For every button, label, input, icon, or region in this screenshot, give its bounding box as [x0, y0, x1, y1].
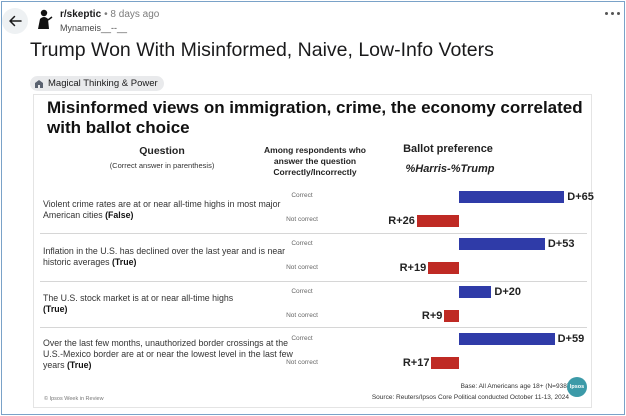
value-not-correct: R+9 — [421, 310, 443, 322]
post-author[interactable]: Mynameis__--__ — [60, 23, 128, 33]
row-divider — [40, 233, 587, 234]
label-not-correct: Not correct — [286, 264, 318, 271]
column-header-respondents: Among respondents who answer the questio… — [264, 145, 366, 177]
flair-label: Magical Thinking & Power — [48, 78, 158, 89]
value-correct: D+65 — [567, 191, 594, 203]
question-text: The U.S. stock market is at or near all-… — [43, 293, 234, 314]
subreddit-name[interactable]: r/skeptic — [60, 9, 102, 20]
bar-not-correct — [428, 262, 459, 274]
value-correct: D+59 — [557, 333, 585, 345]
bar-not-correct — [416, 215, 459, 227]
bar-not-correct — [431, 357, 459, 369]
flair-icon — [35, 79, 43, 88]
label-not-correct: Not correct — [286, 312, 318, 319]
bar-correct — [459, 286, 492, 298]
ipsos-logo: Ipsos — [567, 377, 587, 397]
bar-correct — [459, 238, 545, 250]
question-text: Violent crime rates are at or near all-t… — [43, 199, 281, 220]
label-correct: Correct — [291, 335, 313, 342]
post-flair[interactable]: Magical Thinking & Power — [30, 76, 164, 91]
value-not-correct: R+17 — [402, 357, 430, 369]
footer-copyright: © Ipsos Week in Review — [44, 396, 104, 402]
back-button[interactable] — [2, 8, 28, 34]
label-not-correct: Not correct — [286, 216, 318, 223]
column-header-ballot: Ballot preference — [403, 143, 493, 155]
infographic-image[interactable]: Misinformed views on immigration, crime,… — [33, 94, 594, 408]
column-header-question-sub: (Correct answer in parenthesis) — [109, 161, 215, 170]
footer-source: Source: Reuters/Ipsos Core Political con… — [371, 394, 569, 401]
bar-correct — [459, 191, 565, 203]
bar-correct — [459, 333, 555, 345]
label-correct: Correct — [291, 192, 313, 199]
question-text: Inflation in the U.S. has declined over … — [43, 246, 286, 267]
bar-not-correct — [444, 310, 459, 322]
footer-base: Base: All Americans age 18+ (N=938) — [460, 383, 569, 390]
post-title: Trump Won With Misinformed, Naive, Low-I… — [30, 39, 494, 61]
post-timestamp: • 8 days ago — [104, 9, 160, 20]
snoo-avatar-icon[interactable] — [34, 8, 54, 30]
column-header-margin: %Harris-%Trump — [405, 163, 495, 175]
row-divider — [40, 327, 587, 328]
value-correct: D+20 — [494, 286, 521, 298]
question-text: Over the last few months, unauthorized b… — [43, 338, 293, 370]
value-not-correct: R+19 — [399, 262, 427, 274]
label-not-correct: Not correct — [286, 359, 318, 366]
label-correct: Correct — [291, 288, 313, 295]
row-divider — [40, 281, 587, 282]
column-header-question: Question — [139, 145, 185, 157]
more-options-icon[interactable] — [605, 12, 620, 15]
label-correct: Correct — [291, 240, 313, 247]
value-not-correct: R+26 — [388, 215, 415, 227]
infographic-title: Misinformed views on immigration, crime,… — [47, 98, 583, 137]
arrow-left-icon — [9, 15, 22, 27]
value-correct: D+53 — [547, 238, 575, 250]
